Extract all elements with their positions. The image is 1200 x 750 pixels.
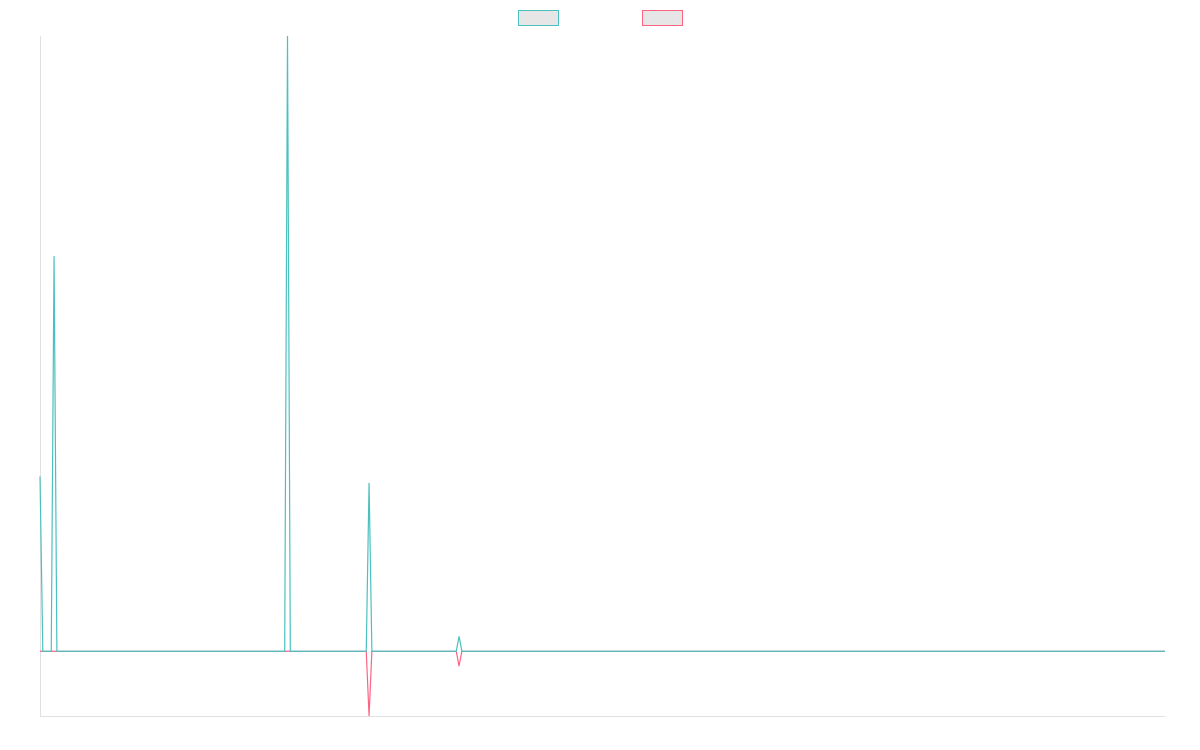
legend-swatch — [642, 10, 683, 26]
series-line — [39, 35, 1165, 652]
series-line — [40, 650, 1165, 717]
legend-swatch — [518, 10, 559, 26]
